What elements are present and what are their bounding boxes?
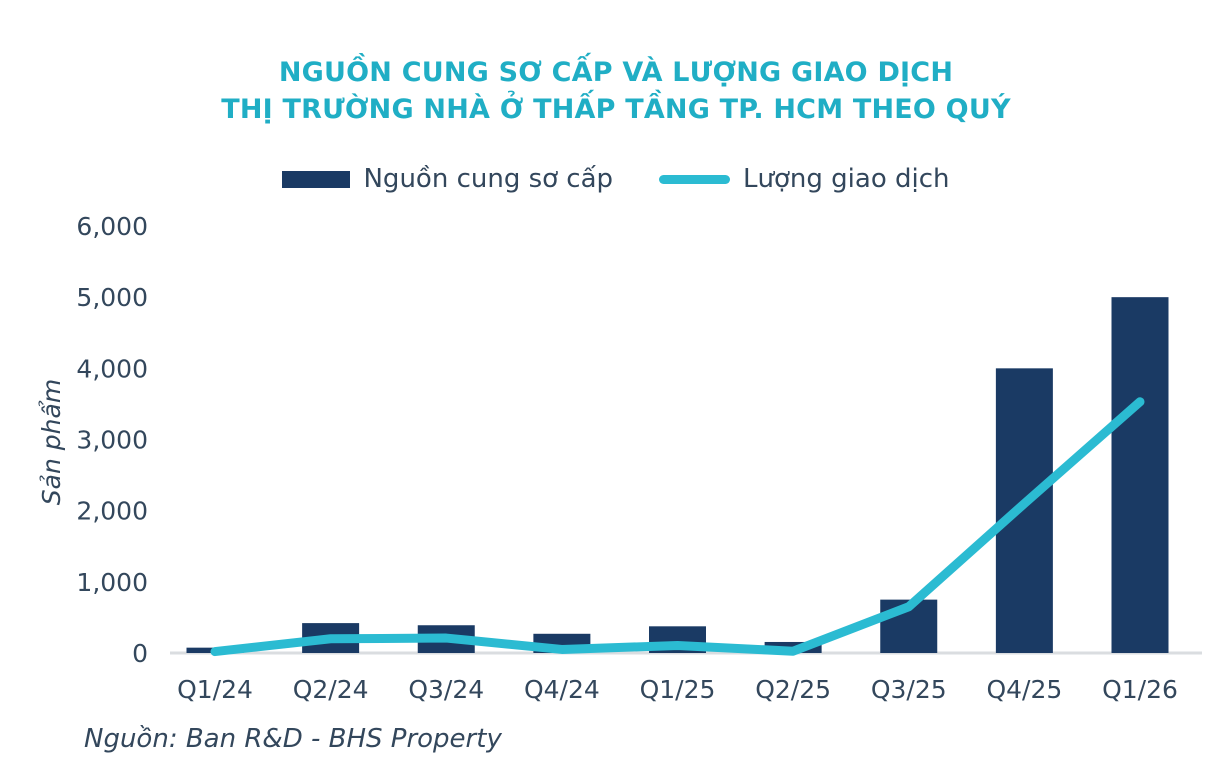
chart-title-line1: NGUỒN CUNG SƠ CẤP VÀ LƯỢNG GIAO DỊCH	[278, 57, 954, 88]
supply-bar	[1111, 297, 1169, 653]
supply-bar	[995, 368, 1053, 653]
legend-item-transactions: Lượng giao dịch	[659, 164, 950, 194]
y-tick-label: 1,000	[76, 568, 148, 597]
x-tick-label: Q3/24	[408, 675, 484, 704]
legend: Nguồn cung sơ cấp Lượng giao dịch	[0, 164, 1232, 194]
transaction-line	[210, 397, 1145, 657]
x-tick-label: Q2/25	[755, 675, 831, 704]
transactions-swatch-icon	[659, 174, 731, 184]
x-tick-label: Q2/24	[293, 675, 369, 704]
y-axis-title: Sản phẩm	[37, 379, 66, 505]
legend-transactions-label: Lượng giao dịch	[743, 164, 950, 194]
y-tick-label: 3,000	[76, 426, 148, 455]
x-tick-label: Q3/25	[871, 675, 947, 704]
y-tick-label: 6,000	[76, 212, 148, 241]
x-tick-label: Q1/26	[1102, 675, 1178, 704]
supply-swatch-icon	[282, 170, 351, 188]
chart-title-line2: THỊ TRƯỜNG NHÀ Ở THẤP TẦNG TP. HCM THEO …	[221, 94, 1011, 125]
source-note: Nguồn: Ban R&D - BHS Property	[84, 724, 502, 754]
y-tick-label: 0	[132, 639, 148, 668]
legend-supply-label: Nguồn cung sơ cấp	[363, 164, 614, 194]
chart-title: NGUỒN CUNG SƠ CẤP VÀ LƯỢNG GIAO DỊCH THỊ…	[0, 54, 1232, 128]
x-tick-label: Q4/24	[524, 675, 600, 704]
x-tick-label: Q4/25	[986, 675, 1062, 704]
legend-item-supply: Nguồn cung sơ cấp	[282, 164, 613, 194]
y-tick-label: 2,000	[76, 497, 148, 526]
y-tick-label: 4,000	[76, 354, 148, 383]
y-tick-label: 5,000	[76, 283, 148, 312]
x-tick-label: Q1/24	[177, 675, 253, 704]
x-tick-label: Q1/25	[640, 675, 716, 704]
